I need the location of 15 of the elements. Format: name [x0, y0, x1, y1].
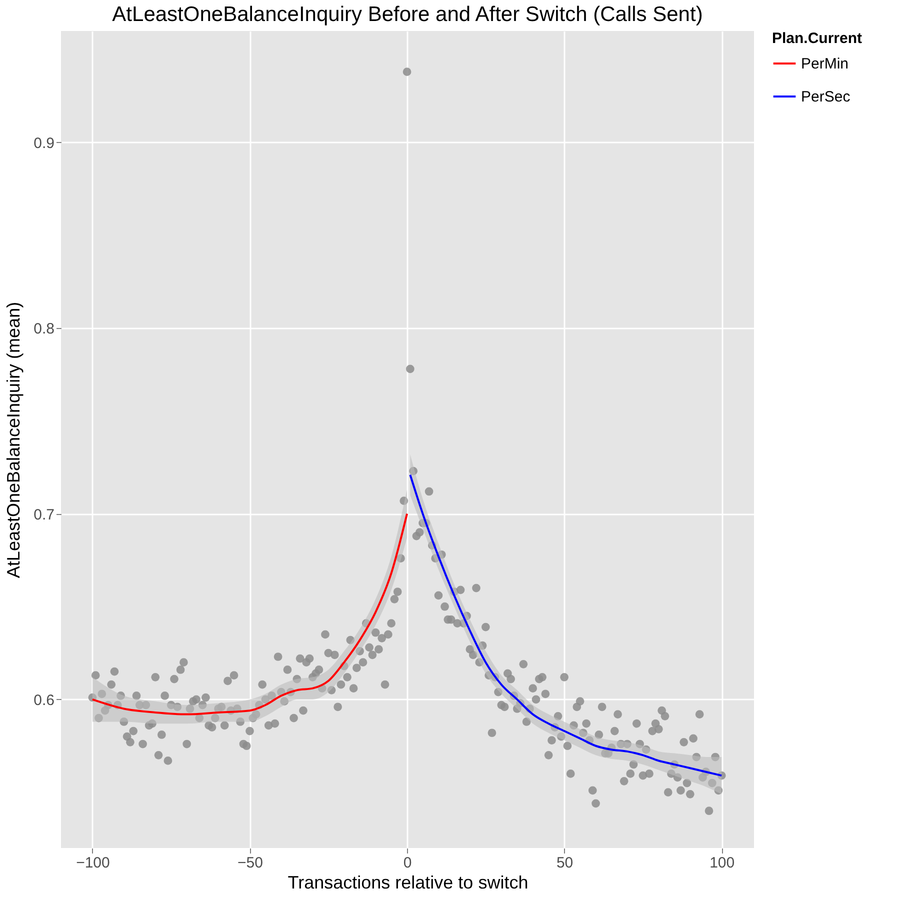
legend-label: PerMin	[801, 56, 849, 72]
y-tick-label: 0.6	[34, 692, 54, 709]
legend-title: Plan.Current	[772, 30, 862, 47]
x-axis-title: Transactions relative to switch	[288, 872, 528, 892]
y-tick-label: 0.8	[34, 320, 54, 338]
y-tick-label: 0.7	[34, 506, 54, 524]
y-tick-label: 0.9	[34, 134, 54, 152]
legend-label: PerSec	[801, 88, 851, 106]
x-tick-label: 0	[403, 854, 412, 872]
x-tick-label: 50	[556, 854, 574, 872]
y-axis-title: AtLeastOneBalanceInquiry (mean)	[4, 302, 24, 578]
x-tick-label: −50	[238, 854, 263, 872]
chart-title: AtLeastOneBalanceInquiry Before and After Switch (Calls Sent)	[112, 3, 703, 26]
x-tick-label: 100	[710, 854, 735, 872]
x-tick-label: −100	[76, 854, 110, 872]
